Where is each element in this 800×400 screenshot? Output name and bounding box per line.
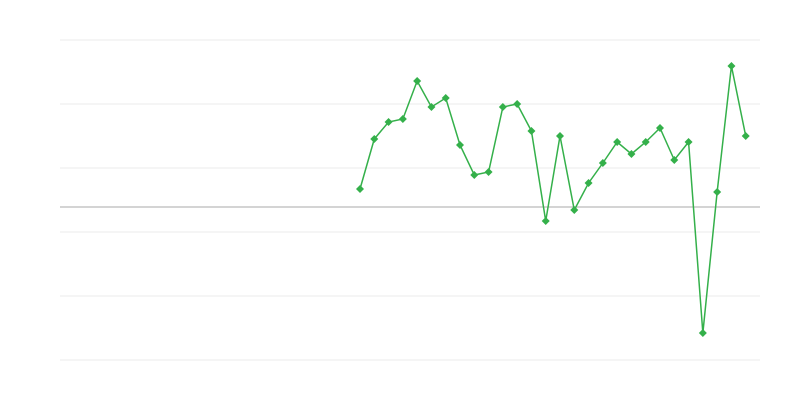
data-point[interactable] [484,168,493,176]
data-point[interactable] [441,94,450,102]
data-point[interactable] [584,179,593,187]
data-point[interactable] [598,159,607,167]
series-layer [356,62,750,337]
data-point[interactable] [513,100,522,108]
data-point[interactable] [427,103,436,111]
data-point[interactable] [613,138,622,146]
data-point[interactable] [656,124,664,132]
data-point[interactable] [398,115,407,123]
data-point[interactable] [356,185,364,193]
data-point[interactable] [713,188,722,196]
data-point[interactable] [384,118,393,126]
data-point[interactable] [470,171,479,179]
data-point[interactable] [727,62,736,70]
data-point[interactable] [413,77,422,85]
data-point[interactable] [456,141,464,149]
data-point[interactable] [570,206,579,214]
data-point[interactable] [684,138,693,146]
data-point[interactable] [698,329,707,337]
data-point[interactable] [741,132,750,140]
data-point[interactable] [370,135,379,143]
data-point[interactable] [670,156,679,164]
data-point[interactable] [541,217,550,225]
data-point[interactable] [627,150,636,158]
gridlines [60,39,760,361]
series-line [359,65,747,334]
data-point[interactable] [556,132,564,140]
data-point[interactable] [498,103,507,111]
data-point[interactable] [527,127,536,135]
data-point[interactable] [641,138,650,146]
